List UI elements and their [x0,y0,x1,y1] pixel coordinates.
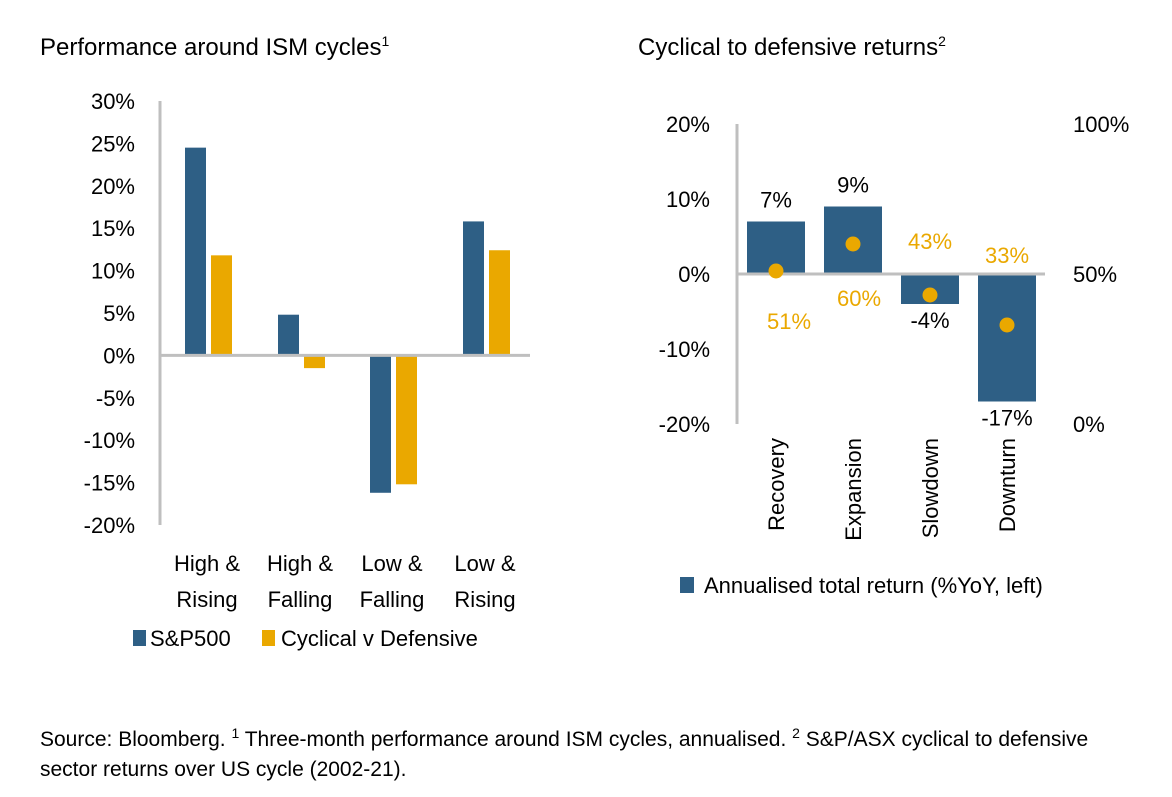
bar-data-label: 9% [837,173,869,198]
left-y-tick-label: 10% [666,187,710,212]
legend-label: S&P500 [150,626,231,651]
bar-data-label: -4% [910,308,949,333]
point-data-label: 51% [767,309,811,334]
y-tick-label: -5% [96,386,135,411]
bar-s-p500 [278,314,299,356]
left-y-tick-label: -20% [659,412,710,437]
left-y-tick-label: 20% [666,112,710,137]
x-tick-label: Recovery [764,438,789,531]
bar-cyclical-v-defensive [211,255,232,356]
legend-swatch-cyclical [262,630,275,646]
x-tick-label: Low & [361,551,422,576]
x-tick-label: Rising [176,587,237,612]
cyclical-defensive-point [845,236,861,252]
bar-data-label: -17% [981,406,1032,431]
bar-annualised-return [978,274,1036,402]
legend-label: Annualised total return (%YoY, left) [704,573,1043,598]
x-tick-label: Rising [454,587,515,612]
y-tick-label: -15% [84,471,135,496]
legend-swatch-return [680,577,694,593]
point-data-label: 33% [985,243,1029,268]
x-tick-label: Slowdown [918,438,943,538]
legend-label: Cyclical v Defensive [281,626,478,651]
x-tick-label: Low & [454,551,515,576]
y-tick-label: -20% [84,513,135,538]
y-tick-label: -10% [84,428,135,453]
legend-swatch-sp500 [133,630,146,646]
y-tick-label: 20% [91,174,135,199]
bar-s-p500 [185,147,206,356]
point-data-label: 60% [837,286,881,311]
x-tick-label: Falling [268,587,333,612]
x-tick-label: Downturn [995,438,1020,532]
point-data-label: 43% [908,229,952,254]
y-tick-label: 0% [103,343,135,368]
right-y-tick-label: 50% [1073,262,1117,287]
right-y-tick-label: 0% [1073,412,1105,437]
bar-data-label: 7% [760,188,792,213]
bar-s-p500 [463,221,484,356]
left-y-tick-label: 0% [678,262,710,287]
bar-cyclical-v-defensive [489,250,510,356]
y-tick-label: 10% [91,259,135,284]
x-tick-label: High & [267,551,333,576]
bar-cyclical-v-defensive [304,355,325,369]
y-tick-label: 15% [91,216,135,241]
cyclical-defensive-point [768,263,784,279]
x-tick-label: Expansion [841,438,866,541]
right-chart-title: Cyclical to defensive returns2 [638,33,946,61]
bar-cyclical-v-defensive [396,355,417,485]
left-y-tick-label: -10% [659,337,710,362]
right-y-tick-label: 100% [1073,112,1129,137]
y-tick-label: 25% [91,131,135,156]
bar-s-p500 [370,355,391,493]
cyclical-defensive-point [999,317,1015,333]
x-tick-label: Falling [360,587,425,612]
y-tick-label: 5% [103,301,135,326]
footnote: Source: Bloomberg. 1 Three-month perform… [40,725,1089,781]
left-chart-title: Performance around ISM cycles1 [40,33,390,61]
y-tick-label: 30% [91,89,135,114]
x-tick-label: High & [174,551,240,576]
cyclical-defensive-point [922,287,938,303]
